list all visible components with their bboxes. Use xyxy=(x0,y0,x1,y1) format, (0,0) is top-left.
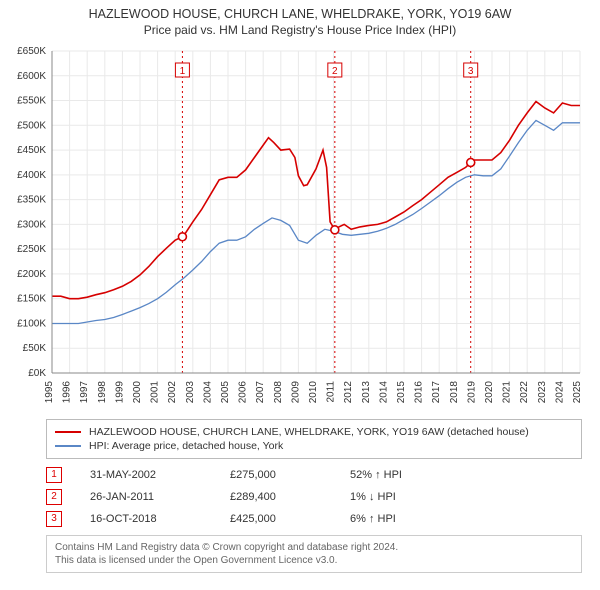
svg-text:2023: 2023 xyxy=(537,380,548,403)
svg-text:£50K: £50K xyxy=(23,343,47,354)
svg-text:£650K: £650K xyxy=(17,46,46,57)
legend-row: HPI: Average price, detached house, York xyxy=(55,440,573,452)
svg-text:2015: 2015 xyxy=(396,380,407,403)
chart-area: 1 2 3 £0K £50K £100K £150K £200K £250K £300K £350K… xyxy=(6,43,594,413)
svg-text:£550K: £550K xyxy=(17,95,46,106)
svg-text:2000: 2000 xyxy=(132,380,143,403)
svg-text:£150K: £150K xyxy=(17,294,46,305)
legend-row: HAZLEWOOD HOUSE, CHURCH LANE, WHELDRAKE,… xyxy=(55,426,573,438)
svg-text:£200K: £200K xyxy=(17,269,46,280)
svg-text:£500K: £500K xyxy=(17,120,46,131)
footer-line: This data is licensed under the Open Gov… xyxy=(55,554,573,567)
transaction-row: 2 26-JAN-2011 £289,400 1% HPI xyxy=(46,489,582,505)
transaction-marker-icon: 1 xyxy=(46,467,62,483)
line-chart-svg: 1 2 3 £0K £50K £100K £150K £200K £250K £300K £350K… xyxy=(6,43,592,411)
svg-text:2009: 2009 xyxy=(290,380,301,403)
legend-swatch-hpi xyxy=(55,445,81,447)
transaction-diff: 1% HPI xyxy=(350,491,490,503)
legend-label: HPI: Average price, detached house, York xyxy=(89,440,283,452)
chart-subtitle: Price paid vs. HM Land Registry's House … xyxy=(0,23,600,41)
footer-line: Contains HM Land Registry data © Crown c… xyxy=(55,541,573,554)
svg-text:2021: 2021 xyxy=(502,380,513,403)
svg-text:2002: 2002 xyxy=(167,380,178,403)
svg-text:2013: 2013 xyxy=(361,380,372,403)
transaction-price: £289,400 xyxy=(230,491,350,503)
transaction-row: 1 31-MAY-2002 £275,000 52% HPI xyxy=(46,467,582,483)
svg-text:£450K: £450K xyxy=(17,145,46,156)
transaction-row: 3 16-OCT-2018 £425,000 6% HPI xyxy=(46,511,582,527)
arrow-down-icon xyxy=(369,491,375,503)
svg-text:2022: 2022 xyxy=(519,380,530,403)
svg-text:2024: 2024 xyxy=(554,380,565,403)
svg-text:2010: 2010 xyxy=(308,380,319,403)
transaction-date: 31-MAY-2002 xyxy=(90,469,230,481)
legend-label: HAZLEWOOD HOUSE, CHURCH LANE, WHELDRAKE,… xyxy=(89,426,529,438)
svg-text:1998: 1998 xyxy=(97,380,108,403)
svg-text:2005: 2005 xyxy=(220,380,231,403)
svg-text:£600K: £600K xyxy=(17,71,46,82)
svg-text:1: 1 xyxy=(180,66,186,77)
svg-text:£250K: £250K xyxy=(17,244,46,255)
svg-text:£300K: £300K xyxy=(17,219,46,230)
transaction-diff: 52% HPI xyxy=(350,469,490,481)
svg-text:2: 2 xyxy=(332,66,338,77)
transaction-date: 16-OCT-2018 xyxy=(90,513,230,525)
svg-text:1995: 1995 xyxy=(44,380,55,403)
svg-text:2004: 2004 xyxy=(202,380,213,403)
footer-attribution: Contains HM Land Registry data © Crown c… xyxy=(46,535,582,573)
chart-title: HAZLEWOOD HOUSE, CHURCH LANE, WHELDRAKE,… xyxy=(0,0,600,23)
svg-text:2001: 2001 xyxy=(150,380,161,403)
svg-text:2012: 2012 xyxy=(343,380,354,403)
svg-text:1996: 1996 xyxy=(62,380,73,403)
svg-text:2006: 2006 xyxy=(238,380,249,403)
svg-text:£350K: £350K xyxy=(17,194,46,205)
svg-text:2003: 2003 xyxy=(185,380,196,403)
arrow-up-icon xyxy=(375,469,381,481)
svg-text:2018: 2018 xyxy=(449,380,460,403)
svg-text:1999: 1999 xyxy=(114,380,125,403)
svg-text:2014: 2014 xyxy=(378,380,389,403)
legend-swatch-property xyxy=(55,431,81,433)
svg-text:2017: 2017 xyxy=(431,380,442,403)
svg-text:2025: 2025 xyxy=(572,380,583,403)
svg-text:2007: 2007 xyxy=(255,380,266,403)
transaction-diff: 6% HPI xyxy=(350,513,490,525)
svg-text:2020: 2020 xyxy=(484,380,495,403)
svg-text:2008: 2008 xyxy=(273,380,284,403)
svg-text:2019: 2019 xyxy=(466,380,477,403)
svg-text:£0K: £0K xyxy=(28,368,46,379)
transactions-table: 1 31-MAY-2002 £275,000 52% HPI 2 26-JAN-… xyxy=(46,467,582,527)
svg-text:1997: 1997 xyxy=(79,380,90,403)
transaction-marker-icon: 2 xyxy=(46,489,62,505)
legend-box: HAZLEWOOD HOUSE, CHURCH LANE, WHELDRAKE,… xyxy=(46,419,582,459)
svg-text:£400K: £400K xyxy=(17,170,46,181)
svg-text:2011: 2011 xyxy=(326,380,337,402)
transaction-price: £275,000 xyxy=(230,469,350,481)
transaction-price: £425,000 xyxy=(230,513,350,525)
transaction-date: 26-JAN-2011 xyxy=(90,491,230,503)
svg-text:2016: 2016 xyxy=(414,380,425,403)
svg-text:3: 3 xyxy=(468,66,474,77)
transaction-marker-icon: 3 xyxy=(46,511,62,527)
arrow-up-icon xyxy=(369,513,375,525)
svg-text:£100K: £100K xyxy=(17,318,46,329)
